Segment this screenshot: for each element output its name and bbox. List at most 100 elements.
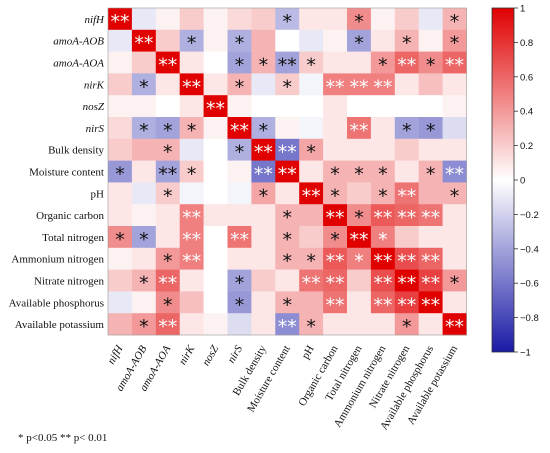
heatmap-cell <box>227 29 252 52</box>
row-label: Bulk density <box>48 145 104 157</box>
significance-mark: * <box>306 251 316 273</box>
heatmap-cell <box>323 204 348 227</box>
significance-mark: * <box>139 76 149 98</box>
heatmap-cell <box>418 73 443 96</box>
row-label: amoA-AOB <box>53 36 104 48</box>
heatmap-cell <box>394 8 419 31</box>
significance-mark: ** <box>397 294 416 316</box>
significance-mark: * <box>235 273 245 295</box>
significance-mark: * <box>235 294 245 316</box>
colorbar-tick-label: −0.6 <box>520 279 539 290</box>
heatmap-border <box>107 7 467 336</box>
significance-mark: * <box>235 55 245 77</box>
heatmap-cell <box>347 8 372 31</box>
significance-footnote: * p<0.05 ** p< 0.01 <box>18 432 108 444</box>
heatmap-cell <box>227 95 252 118</box>
heatmap-cell <box>299 247 324 270</box>
heatmap-cell <box>179 51 204 74</box>
heatmap-cell <box>131 138 157 161</box>
heatmap-cell <box>275 313 300 336</box>
heatmap-cell <box>179 291 204 314</box>
significance-mark: * <box>235 33 245 55</box>
heatmap-cell <box>203 51 228 74</box>
significance-mark: ** <box>182 207 201 229</box>
heatmap-cell <box>394 51 419 74</box>
heatmap-cell <box>251 29 276 52</box>
significance-mark: ** <box>302 273 321 295</box>
significance-mark: ** <box>445 164 464 186</box>
heatmap-cell <box>299 313 324 336</box>
row-label: amoA-AOA <box>53 58 104 70</box>
heatmap-cell <box>370 291 396 314</box>
heatmap-cell <box>227 226 252 249</box>
heatmap-cell <box>442 29 467 52</box>
heatmap-cell <box>299 73 324 96</box>
heatmap-cell <box>155 117 180 140</box>
heatmap-cell <box>275 138 300 161</box>
heatmap-cell <box>275 269 300 292</box>
heatmap-cell <box>108 8 133 31</box>
heatmap-cell <box>131 73 157 96</box>
heatmap-cell <box>347 247 372 270</box>
significance-mark: ** <box>373 294 392 316</box>
heatmap-cell <box>203 95 228 118</box>
significance-mark: * <box>306 316 316 338</box>
heatmap-cell <box>370 226 396 249</box>
heatmap-cell <box>370 8 396 31</box>
heatmap-cell <box>394 160 419 183</box>
heatmap-cell <box>275 160 300 183</box>
heatmap-cell <box>347 269 372 292</box>
heatmap-cell <box>442 51 467 74</box>
significance-marks: ** * * *** * * * * *** * * ** * * ** * *** ** * * ** ** ***** *… <box>110 11 464 338</box>
heatmap-cell <box>203 204 228 227</box>
heatmap-cell <box>108 269 133 292</box>
heatmap-cell <box>203 226 228 249</box>
heatmap-cell <box>251 182 276 205</box>
significance-mark: ** <box>373 76 392 98</box>
heatmap-cell <box>179 247 204 270</box>
significance-mark: ** <box>326 273 345 295</box>
heatmap-cell <box>323 160 348 183</box>
heatmap-cell <box>370 73 396 96</box>
heatmap-cell <box>131 8 157 31</box>
significance-mark: ** <box>206 98 225 120</box>
heatmap-cell <box>251 51 276 74</box>
heatmap-cell <box>418 291 443 314</box>
row-label: Nitrate nitrogen <box>34 276 104 288</box>
heatmap-cell <box>155 8 180 31</box>
heatmap-cell <box>299 8 324 31</box>
significance-mark: * <box>139 316 149 338</box>
heatmap-cell <box>370 95 396 118</box>
significance-mark: ** <box>278 164 297 186</box>
significance-mark: * <box>283 207 293 229</box>
heatmap-cell <box>179 73 204 96</box>
heatmap-cell <box>394 226 419 249</box>
significance-mark: ** <box>326 251 345 273</box>
heatmap-cell <box>370 29 396 52</box>
significance-mark: * <box>378 55 388 77</box>
heatmap-cell <box>275 95 300 118</box>
colorbar-tick-label: 0.6 <box>520 72 533 83</box>
heatmap-cell <box>418 29 443 52</box>
heatmap-cell <box>227 73 252 96</box>
significance-mark: * <box>139 273 149 295</box>
significance-mark: * <box>139 229 149 251</box>
row-label: Available phosphorus <box>9 297 104 309</box>
heatmap-cell <box>394 313 419 336</box>
significance-mark: * <box>354 33 364 55</box>
heatmap-cell <box>251 291 276 314</box>
significance-mark: * <box>450 11 460 33</box>
significance-mark: * <box>354 207 364 229</box>
heatmap-cell <box>418 117 443 140</box>
row-label: nirK <box>84 79 105 91</box>
heatmap-cell <box>347 160 372 183</box>
colorbar: 1 0.8 0.6 0.4 0.2 0 −0.2 −0.4 −0.6 −0.8 −1 <box>491 4 539 359</box>
significance-mark: * <box>235 76 245 98</box>
significance-mark: ** <box>278 316 297 338</box>
significance-mark: * <box>163 120 173 142</box>
heatmap-cell <box>299 269 324 292</box>
colorbar-gradient <box>491 7 515 353</box>
significance-mark: * <box>402 316 412 338</box>
